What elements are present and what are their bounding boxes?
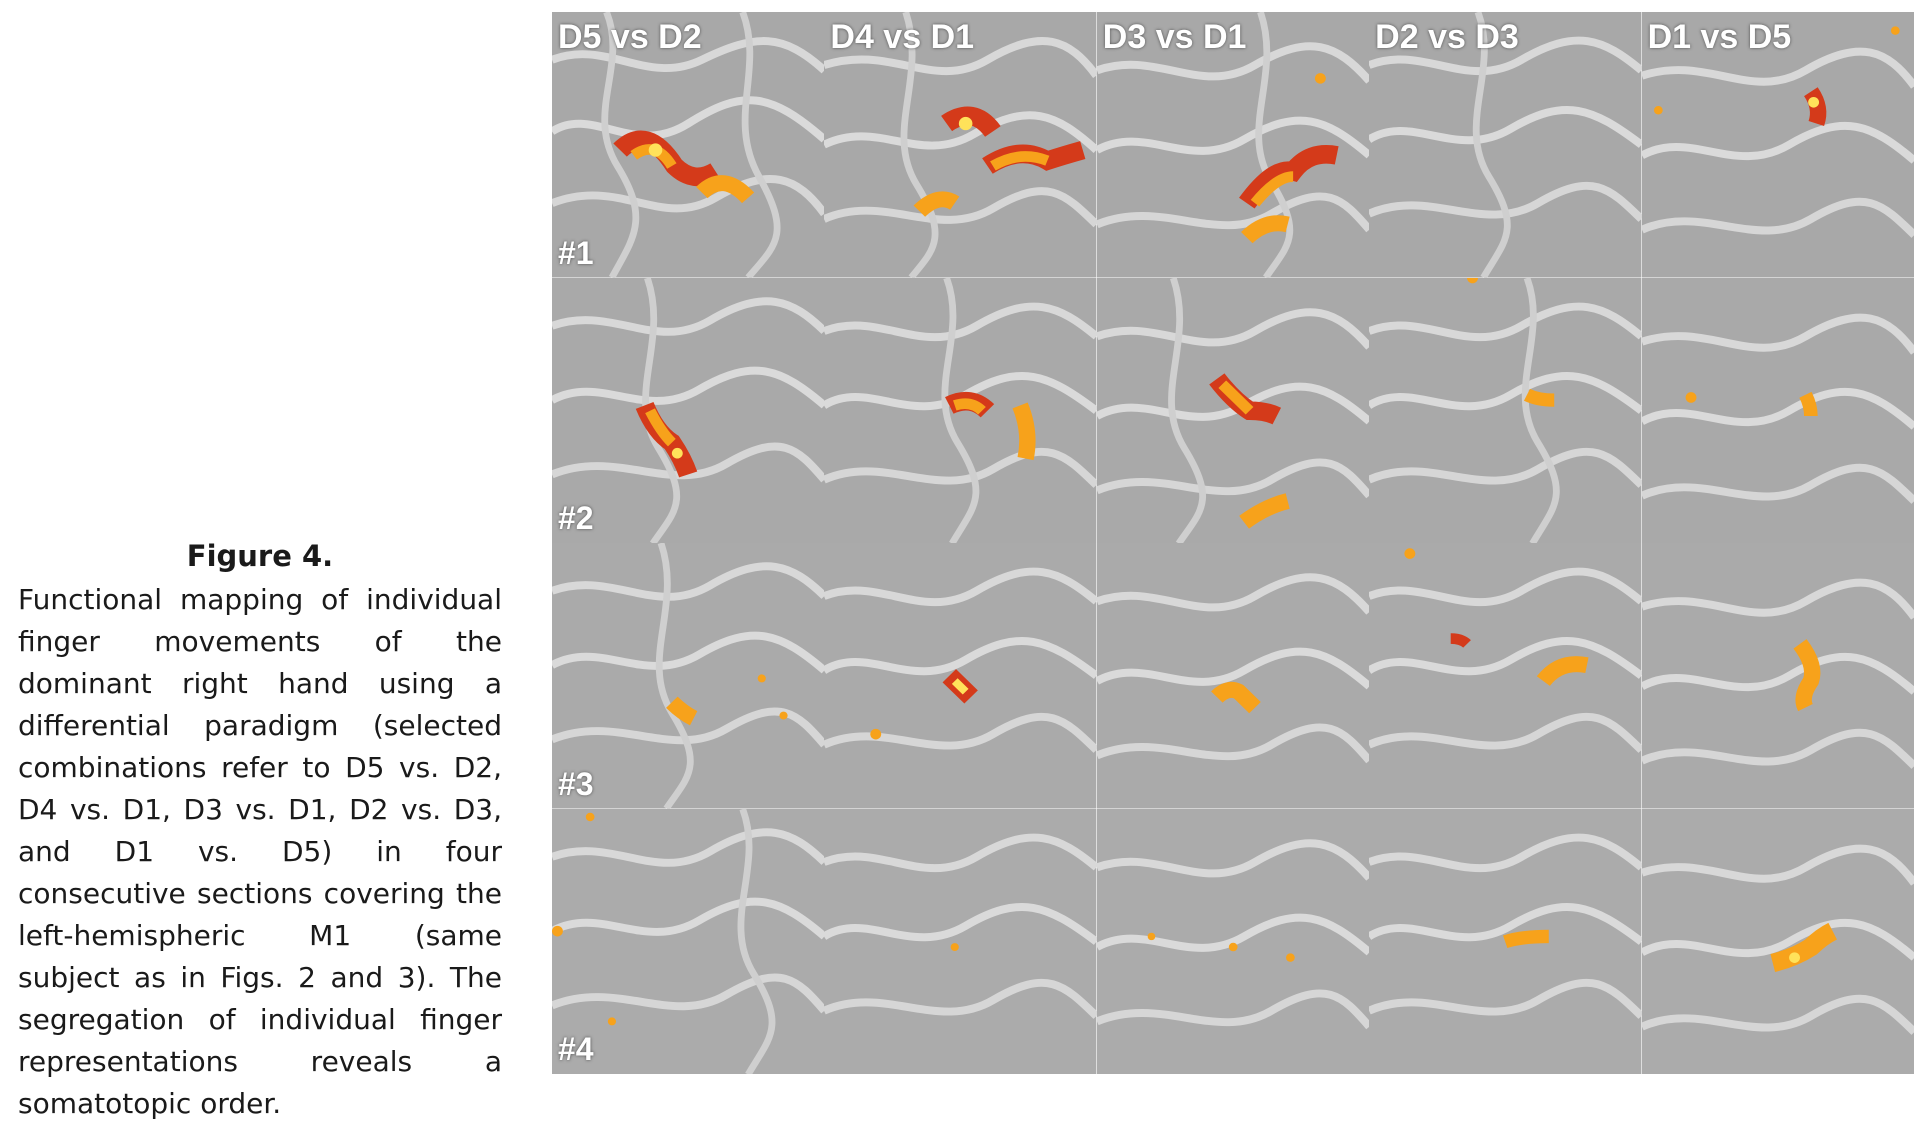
mri-image <box>1641 12 1914 278</box>
mri-image <box>1369 277 1642 543</box>
row-label: #3 <box>558 765 594 802</box>
mri-panel-r4-c3 <box>1096 808 1370 1074</box>
figure-label: Figure 4. <box>186 539 334 573</box>
mri-image <box>1369 12 1642 278</box>
mri-image <box>552 808 825 1074</box>
mri-panel-r4-c2 <box>824 808 1097 1074</box>
column-label: D2 vs D3 <box>1375 18 1519 56</box>
mri-image <box>824 12 1097 278</box>
column-label: D5 vs D2 <box>558 18 702 56</box>
mri-panel-r1-c1: D5 vs D2 #1 <box>552 12 825 278</box>
mri-image <box>1369 543 1642 809</box>
mri-image <box>1641 543 1914 809</box>
mri-image <box>552 277 825 543</box>
mri-panel-r3-c3 <box>1096 543 1370 809</box>
mri-panel-r3-c4 <box>1369 543 1642 809</box>
mri-panel-r1-c3: D3 vs D1 <box>1096 12 1370 278</box>
mri-panel-r4-c4 <box>1369 808 1642 1074</box>
mri-image <box>824 277 1097 543</box>
figure-caption-text: Functional mapping of individual finger … <box>18 583 502 1120</box>
mri-image <box>552 12 825 278</box>
mri-image <box>1096 808 1370 1074</box>
row-label: #1 <box>558 234 594 271</box>
mri-panel-r2-c4 <box>1369 277 1642 543</box>
mri-panel-r4-c1: #4 <box>552 808 825 1074</box>
mri-image <box>1096 277 1370 543</box>
mri-image <box>1641 808 1914 1074</box>
row-label: #2 <box>558 500 594 536</box>
mri-panel-r1-c2: D4 vs D1 <box>824 12 1097 278</box>
mri-image <box>1096 543 1370 809</box>
mri-image <box>824 808 1097 1074</box>
mri-panel-r2-c2 <box>824 277 1097 543</box>
row-label: #4 <box>558 1031 594 1067</box>
mri-panel-r3-c2 <box>824 543 1097 809</box>
column-label: D1 vs D5 <box>1647 18 1792 56</box>
mri-panel-r3-c1: #3 <box>552 543 825 809</box>
mri-image <box>1096 12 1370 278</box>
mri-panel-r1-c4: D2 vs D3 <box>1369 12 1642 278</box>
mri-panel-r3-c5 <box>1641 543 1914 809</box>
mri-panel-r1-c5: D1 vs D5 <box>1641 12 1914 278</box>
mri-panel-r2-c3 <box>1096 277 1370 543</box>
mri-image <box>552 543 825 809</box>
mri-panel-r4-c5 <box>1641 808 1914 1074</box>
column-label: D3 vs D1 <box>1102 18 1247 56</box>
mri-image <box>824 543 1097 809</box>
mri-panel-r2-c5 <box>1641 277 1914 543</box>
mri-panel-r2-c1: #2 <box>552 277 825 543</box>
mri-image <box>1369 808 1642 1074</box>
figure-caption: Figure 4. Functional mapping of individu… <box>18 535 502 1125</box>
mri-panel-grid: D5 vs D2 #1 D4 vs D1 <box>552 12 1914 1074</box>
mri-image <box>1641 277 1914 543</box>
column-label: D4 vs D1 <box>830 18 975 56</box>
